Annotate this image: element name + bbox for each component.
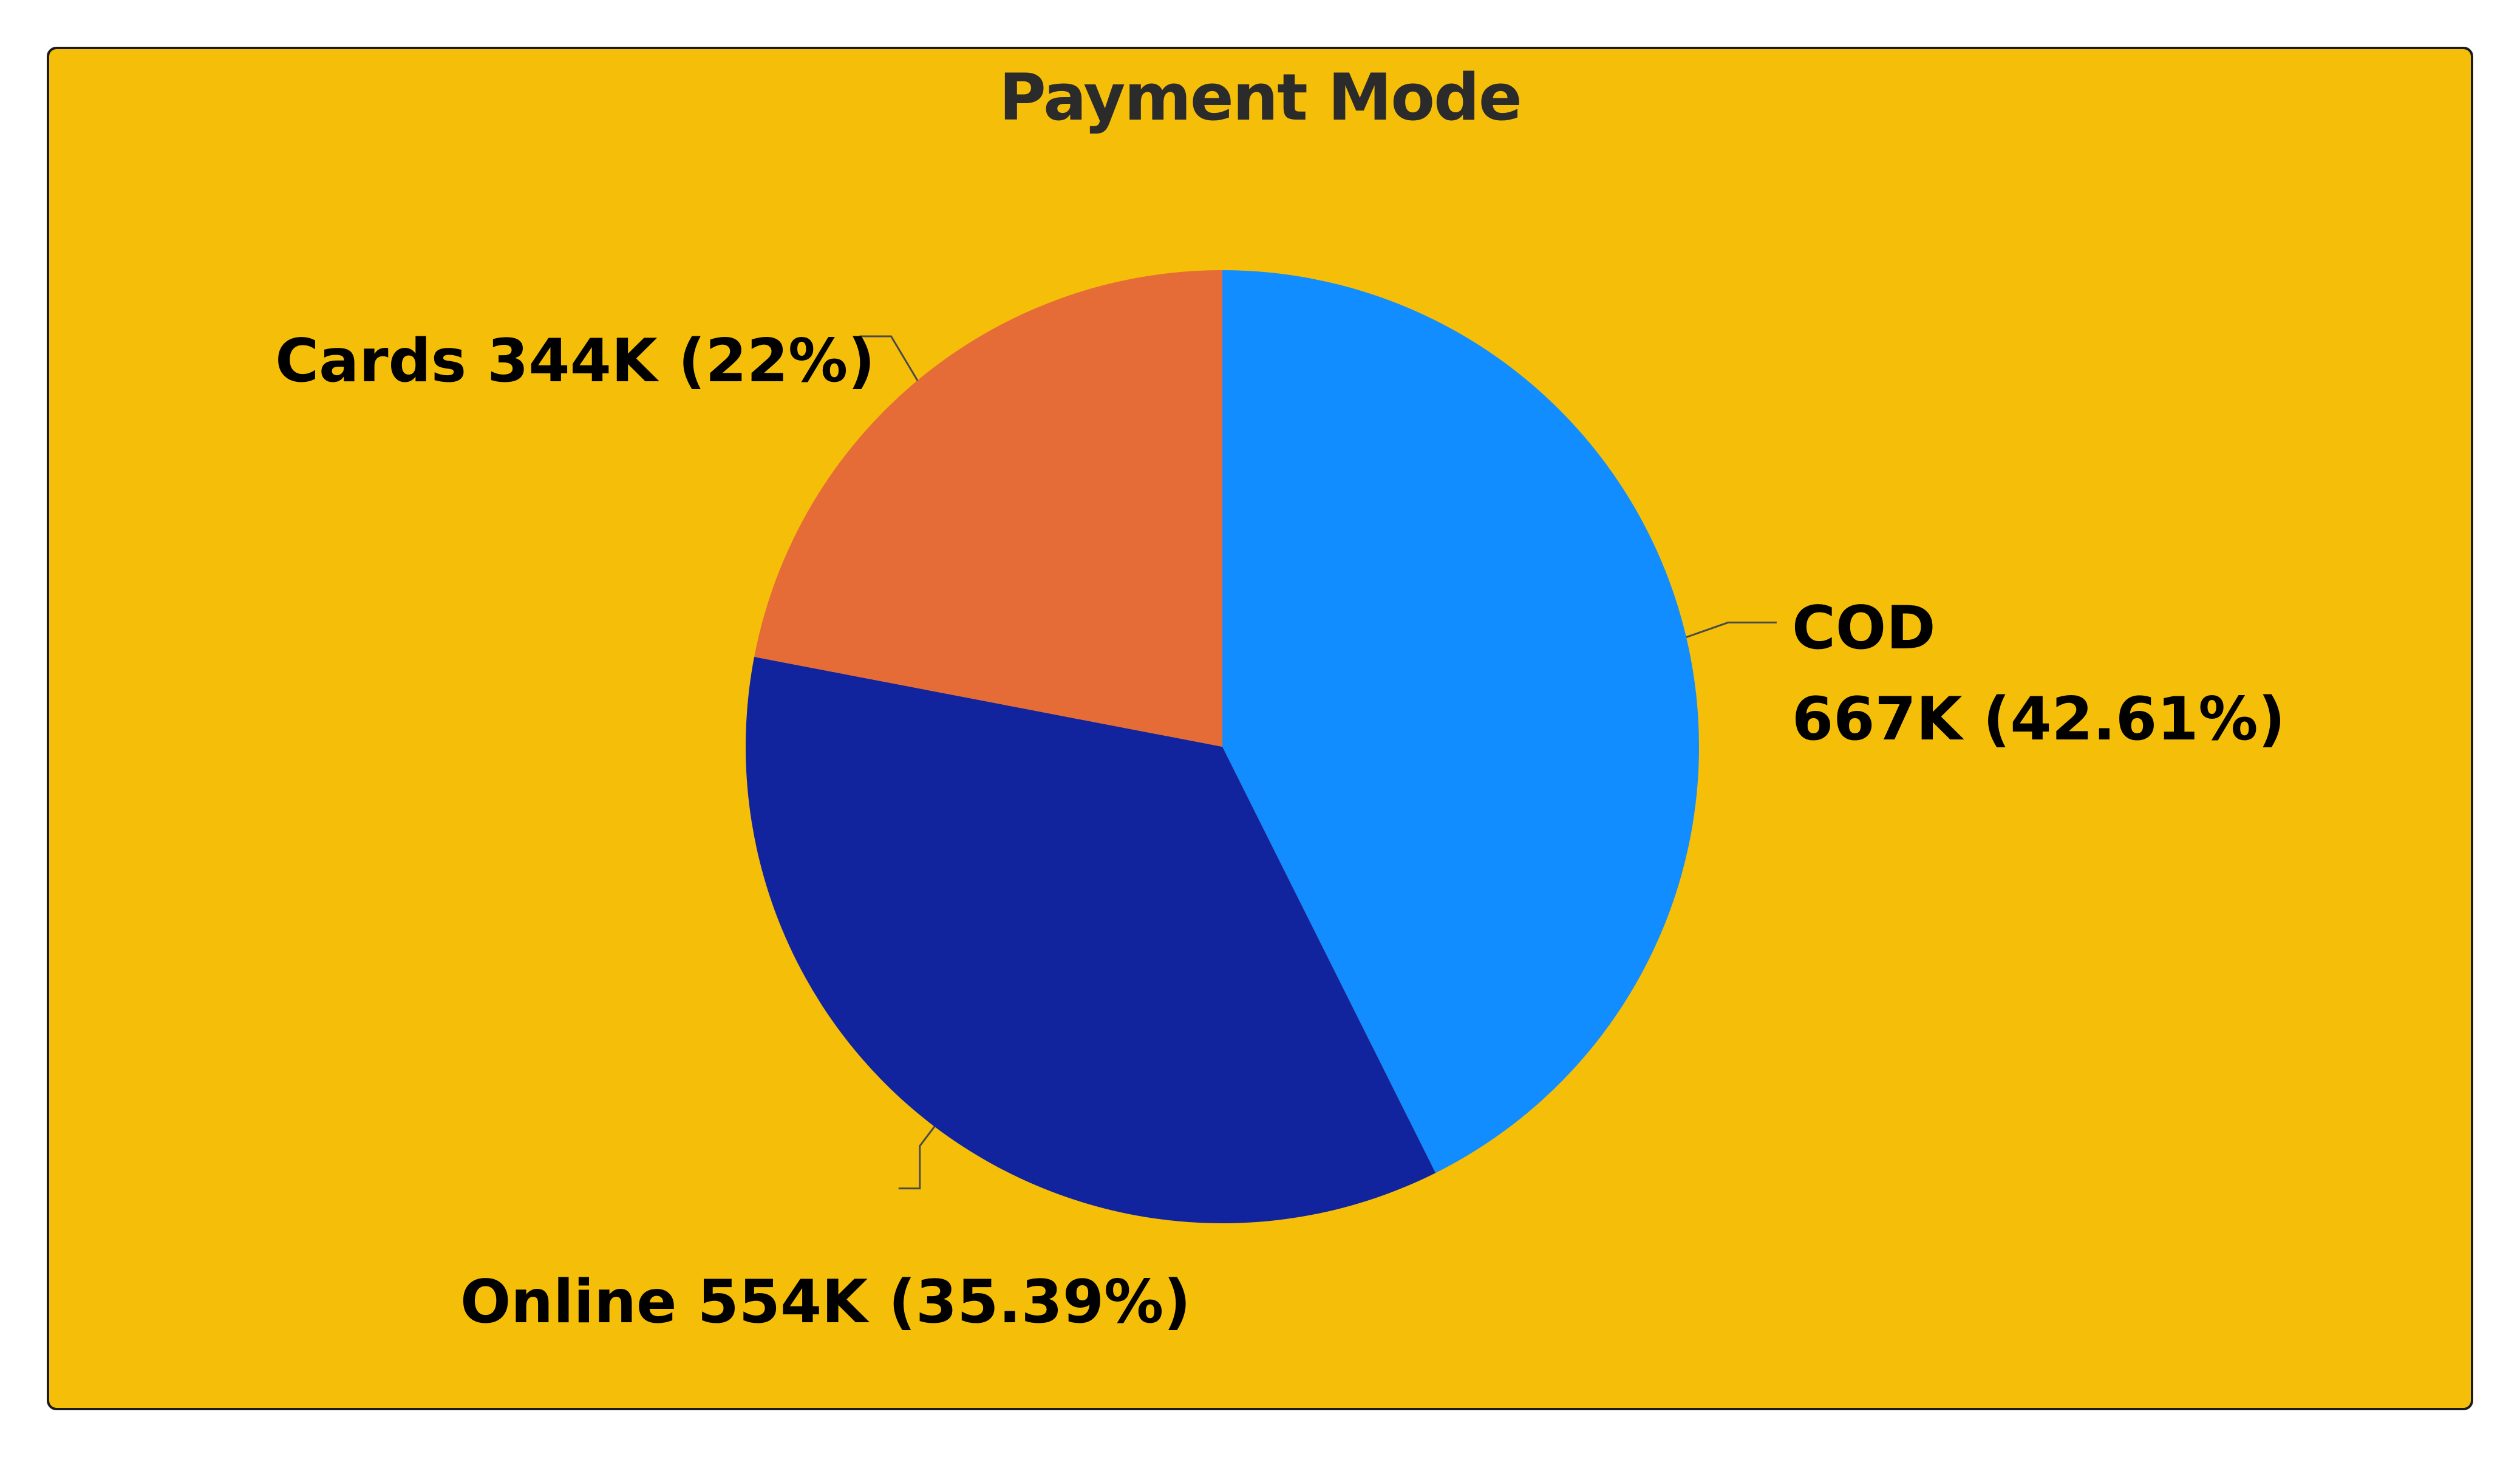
data-label-cod-line-2: 667K (42.61%): [1792, 685, 2285, 754]
data-label-online: Online 554K (35.39%): [460, 1268, 1191, 1337]
pie-slice-cod[interactable]: [1222, 270, 1699, 1173]
data-label-cards: Cards 344K (22%): [275, 327, 875, 396]
chart-card: Payment Mode COD 667K (42.61%) Online 554K…: [47, 47, 2473, 1410]
leader-line-cards: [859, 335, 919, 381]
leader-line-online: [898, 1126, 936, 1190]
pie-slice-cards[interactable]: [754, 270, 1222, 747]
pie-chart: COD 667K (42.61%) Online 554K (35.39%) Card…: [275, 270, 2285, 1337]
pie-slice-online[interactable]: [746, 656, 1436, 1223]
leader-line-cod: [1686, 621, 1777, 639]
data-label-cod-line-1: COD: [1792, 594, 1936, 663]
chart-title: Payment Mode: [999, 60, 1522, 135]
